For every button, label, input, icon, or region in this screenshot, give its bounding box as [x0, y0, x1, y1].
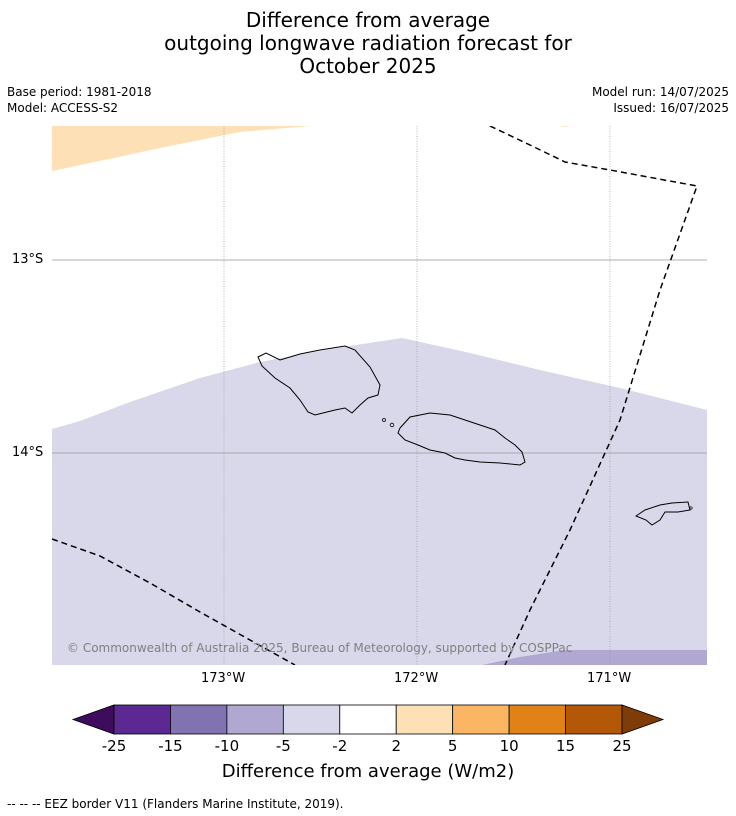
colorbar-title: Difference from average (W/m2)	[221, 761, 515, 782]
colorbar-tick-label: -2	[332, 737, 348, 755]
graticule	[52, 126, 707, 665]
anomaly-region-negative-mid	[482, 650, 707, 665]
colorbar-tick-label: 5	[447, 737, 458, 755]
island-upolu	[397, 412, 526, 466]
title-line-3: October 2025	[299, 54, 437, 78]
colorbar-swatch	[508, 704, 566, 735]
colorbar-tick-label: 15	[556, 737, 576, 755]
colorbar-extend-low	[71, 704, 115, 735]
title-line-1: Difference from average	[245, 8, 491, 32]
map-area	[52, 126, 707, 665]
map	[52, 126, 707, 665]
eez-legend-note: -- -- -- EEZ border V11 (Flanders Marine…	[7, 797, 344, 811]
title-line-2: outgoing longwave radiation forecast for	[164, 31, 572, 55]
colorbar-tick-label: -10	[214, 737, 240, 755]
island-tutuila	[634, 501, 691, 526]
lat-label-14s: 14°S	[12, 445, 44, 460]
copyright-text: © Commonwealth of Australia 2025, Bureau…	[67, 641, 573, 655]
colorbar-swatch	[339, 704, 397, 735]
base-period: Base period: 1981-2018	[7, 85, 152, 99]
colorbar-swatch	[170, 704, 228, 735]
colorbar-tick-label: 25	[612, 737, 632, 755]
model-name: Model: ACCESS-S2	[7, 101, 119, 115]
lon-label-171w: 171°W	[587, 671, 632, 686]
issued-date: Issued: 16/07/2025	[613, 101, 729, 115]
island-savaii	[257, 345, 381, 416]
colorbar-swatch	[282, 704, 341, 735]
colorbar-tick-label: -5	[275, 737, 291, 755]
colorbar-swatch	[452, 704, 510, 735]
anomaly-region-positive	[52, 126, 310, 171]
lon-label-173w: 173°W	[201, 671, 246, 686]
model-run: Model run: 14/07/2025	[591, 85, 729, 99]
colorbar-swatch	[395, 704, 454, 735]
eez-border	[52, 126, 699, 665]
colorbar-swatch	[226, 704, 284, 735]
lon-label-172w: 172°W	[394, 671, 439, 686]
colorbar-tick-label: -15	[158, 737, 183, 755]
colorbar-tick-label: 2	[391, 737, 401, 755]
colorbar-tick-label: -25	[101, 737, 127, 755]
colorbar	[71, 704, 665, 735]
colorbar-tick-label: 10	[499, 737, 519, 755]
colorbar-extend-high	[621, 704, 665, 735]
lat-label-13s: 13°S	[12, 252, 44, 267]
colorbar-swatch	[113, 704, 171, 735]
colorbar-swatch	[565, 704, 623, 735]
